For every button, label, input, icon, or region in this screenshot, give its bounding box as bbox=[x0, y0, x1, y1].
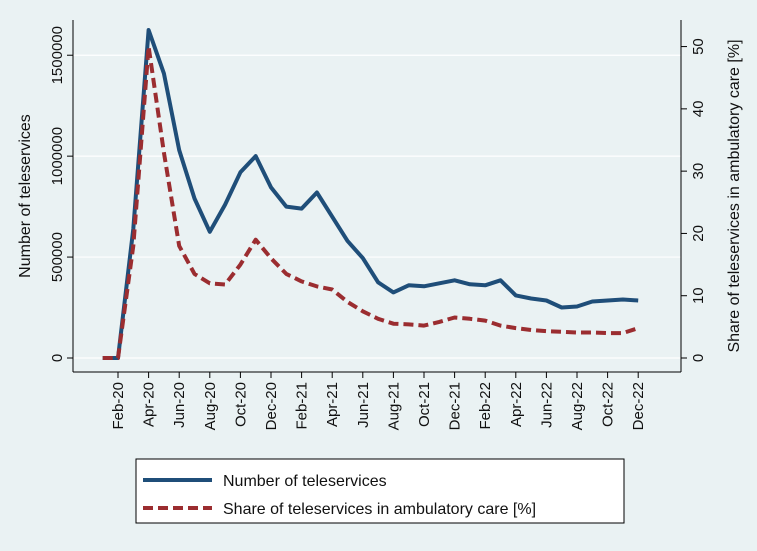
x-tick-label: Apr-21 bbox=[324, 382, 341, 427]
y-tick-label-right: 30 bbox=[690, 163, 707, 180]
x-tick-label: Feb-21 bbox=[294, 382, 311, 430]
y-tick-label-left: 0 bbox=[49, 354, 66, 362]
x-tick-label: Dec-22 bbox=[630, 382, 647, 430]
y-tick-label-left: 1500000 bbox=[49, 26, 66, 84]
x-tick-label: Jun-21 bbox=[355, 382, 372, 428]
plot-area bbox=[73, 20, 681, 372]
y-tick-label-right: 40 bbox=[690, 101, 707, 118]
x-tick-label: Jun-20 bbox=[171, 382, 188, 428]
x-tick-label: Aug-22 bbox=[569, 382, 586, 430]
x-tick-label: Apr-22 bbox=[508, 382, 525, 427]
y-tick-label-right: 50 bbox=[690, 38, 707, 55]
legend-label-teleservices: Number of teleservices bbox=[223, 473, 387, 490]
y-axis-title-right: Share of teleservices in ambulatory care… bbox=[726, 39, 743, 352]
y-tick-label-right: 10 bbox=[690, 287, 707, 304]
x-tick-label: Jun-22 bbox=[538, 382, 555, 428]
x-tick-label: Oct-22 bbox=[600, 382, 617, 427]
series-line-share bbox=[102, 44, 639, 360]
x-tick-label: Aug-20 bbox=[202, 382, 219, 430]
x-tick-label: Feb-20 bbox=[110, 382, 127, 430]
y-axis-title-left: Number of teleservices bbox=[17, 114, 34, 278]
x-ticks: Feb-20 Apr-20 Jun-20 Aug-20 Oct-20 Dec-20 Feb-… bbox=[110, 372, 647, 430]
y-tick-label-left: 1000000 bbox=[49, 127, 66, 185]
x-tick-label: Aug-21 bbox=[385, 382, 402, 430]
series-line-teleservices bbox=[102, 28, 639, 360]
legend: Number of teleservices Share of teleserv… bbox=[135, 458, 625, 524]
x-tick-label: Dec-20 bbox=[263, 382, 280, 430]
x-tick-label: Apr-20 bbox=[141, 382, 158, 427]
left-y-ticks: 0 500000 1000000 1500000 bbox=[49, 26, 73, 362]
x-tick-label: Oct-20 bbox=[232, 382, 249, 427]
y-tick-label-right: 0 bbox=[690, 354, 707, 362]
x-tick-label: Feb-22 bbox=[477, 382, 494, 430]
legend-box bbox=[135, 458, 625, 524]
grid bbox=[73, 54, 681, 359]
x-tick-label: Oct-21 bbox=[416, 382, 433, 427]
y-tick-label-right: 20 bbox=[690, 225, 707, 242]
legend-label-share: Share of teleservices in ambulatory care… bbox=[223, 501, 536, 518]
right-y-ticks: 0 10 20 30 40 50 bbox=[681, 38, 707, 362]
series-layer bbox=[102, 28, 639, 360]
y-tick-label-left: 500000 bbox=[49, 232, 66, 282]
x-tick-label: Dec-21 bbox=[447, 382, 464, 430]
